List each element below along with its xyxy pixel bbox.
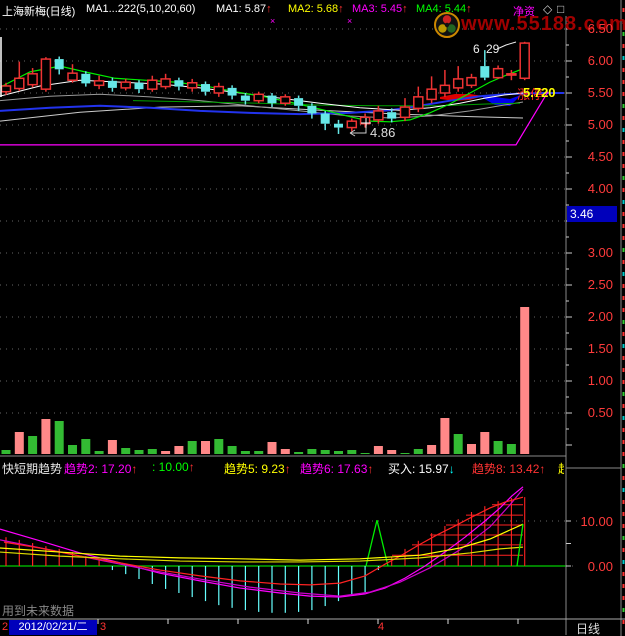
up-arrow-icon: ↑	[266, 3, 272, 15]
price-axis-label: 1.50	[587, 341, 613, 356]
stock-title[interactable]: 上海新梅(日线)	[2, 6, 76, 18]
period-selector[interactable]: 日线	[576, 622, 601, 636]
price-axis-label: 2.50	[587, 277, 613, 292]
high-label-left: 6	[473, 42, 480, 56]
oscillator-value-item: 趋势8: 13.42↑	[472, 462, 546, 476]
square-icon[interactable]: □	[557, 2, 565, 16]
oscillator-value-item: 趋势6: 17.63↑	[300, 462, 374, 476]
price-axis-label: 0.50	[587, 405, 613, 420]
price-axis-label: 4.50	[587, 149, 613, 164]
price-axis-label: 6.00	[587, 53, 613, 68]
oscillator-value-item: 趋势	[558, 460, 564, 476]
price-highlight-badge: 3.46	[567, 206, 617, 222]
oscillator-value-item: 趋势2: 17.20↑	[64, 462, 138, 476]
up-arrow-icon: ↑	[338, 3, 344, 15]
up-arrow-icon: ↑	[466, 3, 472, 15]
month-marker: 3	[100, 621, 107, 633]
limit-price-label: 5.720	[523, 85, 556, 100]
ma-value-item: MA4: 5.44↑	[416, 3, 472, 15]
net-asset-flag[interactable]: 净资	[513, 6, 535, 18]
main-chart[interactable]	[0, 37, 564, 146]
oscillator-panel[interactable]	[0, 486, 566, 613]
price-axis-label: 6.50	[587, 21, 613, 36]
ma-value-item: MA2: 5.68↑	[288, 3, 344, 15]
up-arrow-icon: ↑	[284, 462, 291, 476]
oscillator-value-item: : 10.00↑	[152, 460, 195, 474]
up-arrow-icon: ↑	[188, 460, 195, 474]
low-price-label: 4.86	[370, 125, 396, 140]
limit-up-label: 涨停	[517, 87, 544, 102]
oscillator-header: 快短期趋势 趋势2: 17.20↑ : 10.00↑ 趋势5: 9.23↑ 趋势6: …	[0, 459, 564, 476]
month-marker: 4	[378, 621, 385, 633]
up-arrow-icon: ↑	[402, 3, 408, 15]
price-axis-label: 4.00	[587, 181, 613, 196]
price-axis-label: 5.50	[587, 85, 613, 100]
up-arrow-icon: ↑	[131, 462, 138, 476]
price-axis-label: 1.00	[587, 373, 613, 388]
oscillator-value-item: 买入: 15.97↓	[388, 462, 455, 476]
watermark-text: www.55188.com	[461, 13, 625, 35]
up-arrow-icon: ↑	[539, 462, 546, 476]
osc-axis-upper: 10.00	[580, 514, 613, 529]
price-axis-label: 5.00	[587, 117, 613, 132]
watermark-logo-icon	[434, 12, 460, 38]
gridlines	[0, 28, 578, 567]
oscillator-value-item: 趋势5: 9.23↑	[224, 462, 291, 476]
price-axis-label: 2.00	[587, 309, 613, 324]
up-arrow-icon: ↑	[367, 462, 374, 476]
date-cell: 2012/02/21/二	[9, 620, 97, 635]
ma-value-item: MA1: 5.87↑	[216, 3, 272, 15]
oscillator-title[interactable]: 快短期趋势	[2, 462, 63, 476]
down-arrow-icon: ↓	[448, 462, 455, 476]
high-label-right: 29	[486, 42, 500, 56]
diamond-icon[interactable]: ◇	[543, 2, 553, 16]
month-marker: 2	[2, 621, 9, 633]
magenta-x-mark: ×	[347, 16, 353, 26]
future-data-note: 用到未来数据	[2, 604, 75, 618]
magenta-x-mark: ×	[270, 16, 276, 26]
price-axis-label: 3.00	[587, 245, 613, 260]
volume-bars	[1, 307, 530, 454]
ma-indicator-name[interactable]: MA1...222(5,10,20,60)	[86, 3, 196, 15]
osc-axis-zero: 0.00	[587, 559, 613, 574]
ma-value-item: MA3: 5.45↑	[352, 3, 408, 15]
